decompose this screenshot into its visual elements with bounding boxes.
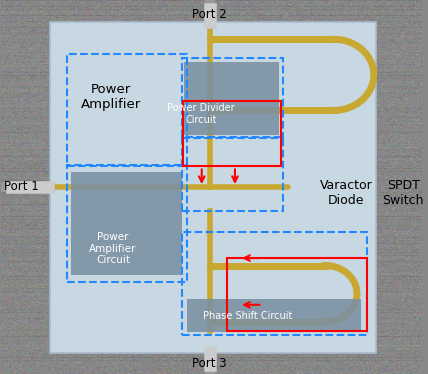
Text: Power
Amplifier
Circuit: Power Amplifier Circuit [89,232,137,265]
Bar [226,258,367,331]
Bar [183,101,281,166]
Text: Port 1: Port 1 [4,181,39,193]
Bar [71,172,182,275]
Bar [182,137,283,211]
Bar [187,299,361,332]
Bar [50,22,376,353]
Text: Power Divider
Circuit: Power Divider Circuit [167,103,235,125]
Text: Port 3: Port 3 [193,357,227,370]
Text: Power
Amplifier: Power Amplifier [81,83,141,111]
Bar [184,62,279,135]
Bar [182,232,368,335]
Text: Varactor
Diode: Varactor Diode [320,179,373,206]
Bar [67,54,187,166]
Text: Port 2: Port 2 [192,8,227,21]
Bar [67,165,187,282]
Bar [182,58,283,138]
Text: Phase Shift Circuit: Phase Shift Circuit [203,311,292,321]
Text: SPDT
Switch: SPDT Switch [383,179,424,206]
